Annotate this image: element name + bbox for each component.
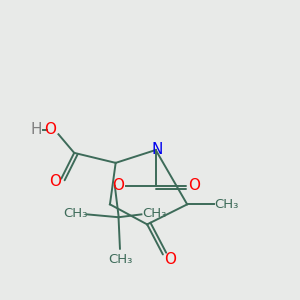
Text: O: O <box>50 174 61 189</box>
Text: O: O <box>112 178 124 193</box>
Text: O: O <box>188 178 200 193</box>
Text: O: O <box>44 122 56 137</box>
Text: CH₃: CH₃ <box>214 198 238 211</box>
Text: O: O <box>164 252 176 267</box>
Text: H: H <box>30 122 42 137</box>
Text: CH₃: CH₃ <box>142 207 166 220</box>
Text: CH₃: CH₃ <box>108 253 132 266</box>
Text: N: N <box>152 142 163 157</box>
Text: CH₃: CH₃ <box>63 207 88 220</box>
